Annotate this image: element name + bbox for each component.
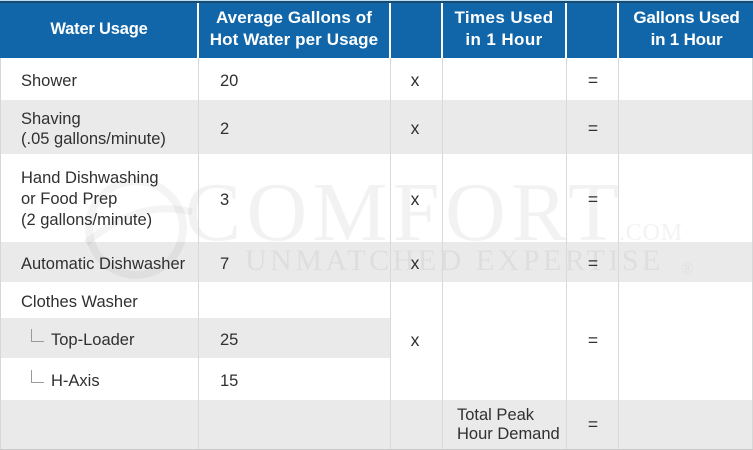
svg-text:COMFORT: COMFORT xyxy=(185,166,625,259)
svg-text:UNMATCHED EXPERTISE: UNMATCHED EXPERTISE xyxy=(245,244,664,277)
svg-text:®: ® xyxy=(681,259,694,278)
svg-text:.COM: .COM xyxy=(619,220,683,246)
